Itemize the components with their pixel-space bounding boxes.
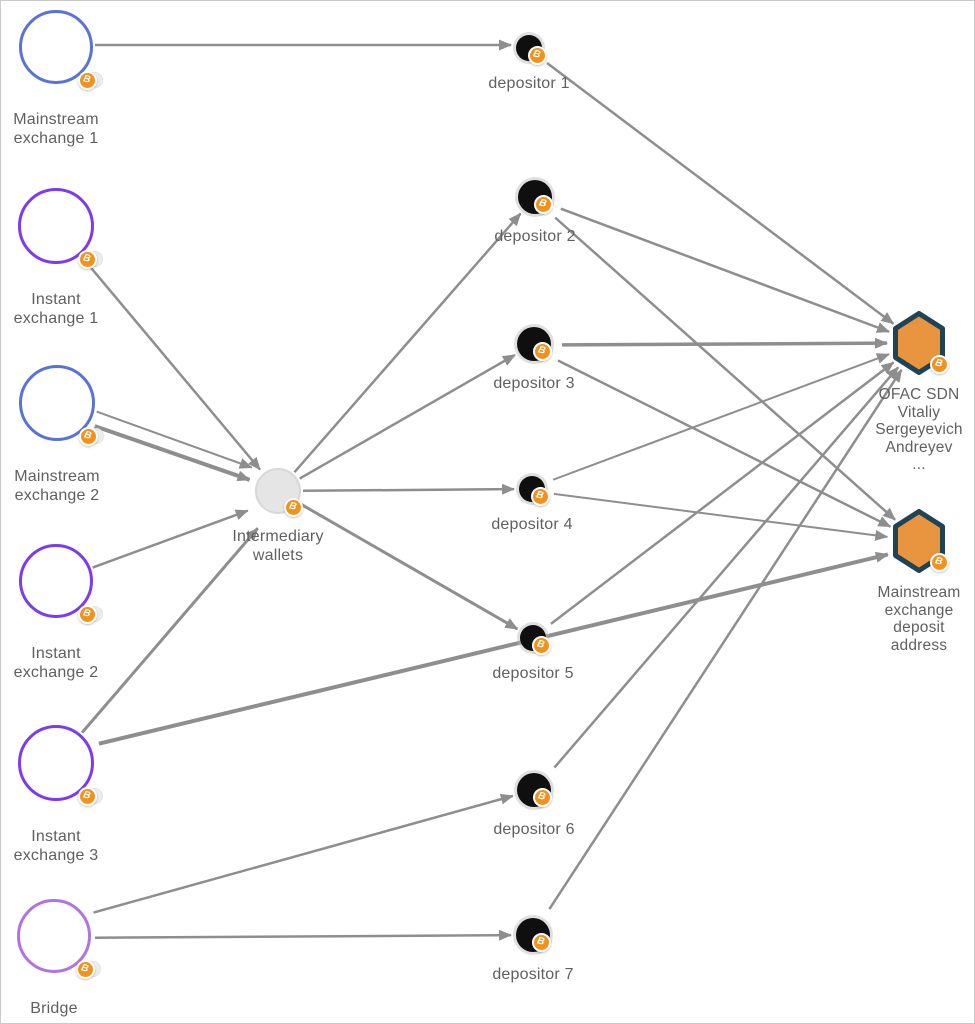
bitcoin-symbol: B (82, 252, 92, 265)
bitcoin-badge-icon: B (283, 497, 303, 517)
node-intermediary-wallets[interactable]: B (255, 468, 303, 517)
edge-mainstream-exchange-2--intermediary-wallets[interactable] (94, 424, 251, 482)
bitcoin-badge-icon: B (77, 249, 97, 269)
bitcoin-badge-icon: B (929, 552, 949, 572)
node-depositor-5[interactable]: B (520, 625, 551, 655)
edge-intermediary-wallets--depositor-5[interactable] (298, 502, 519, 631)
edge-intermediary-wallets--depositor-4[interactable] (302, 483, 516, 495)
edge-bridge--depositor-7[interactable] (94, 929, 513, 941)
node-mainstream-exchange-2[interactable]: B (19, 365, 104, 446)
node-depositor-6[interactable]: B (517, 773, 552, 807)
node-depositor-4[interactable]: B (519, 476, 550, 506)
bitcoin-badge-icon: B (77, 604, 97, 624)
edge-instant-exchange-1--intermediary-wallets[interactable] (80, 255, 261, 471)
node-instant-exchange-2[interactable]: B (19, 544, 103, 624)
bitcoin-badge-icon: B (77, 70, 97, 90)
edge-mainstream-exchange-2--intermediary-wallets[interactable] (96, 410, 253, 469)
bitcoin-symbol: B (536, 638, 546, 651)
edge-depositor-5--ofac-sdn-address[interactable] (550, 361, 895, 625)
edge-depositor-3--ofac-sdn-address[interactable] (561, 337, 889, 349)
edge-instant-exchange-2--intermediary-wallets[interactable] (92, 509, 249, 569)
edge-depositor-6--ofac-sdn-address[interactable] (553, 366, 900, 769)
node-ofac-sdn-address[interactable]: B (893, 311, 949, 375)
edge-depositor-1--ofac-sdn-address[interactable] (546, 62, 895, 325)
node-mainstream-exchange-deposit-address[interactable]: B (893, 509, 949, 573)
bitcoin-badge-icon: B (527, 45, 547, 65)
bitcoin-symbol: B (82, 789, 92, 802)
node-instant-exchange-3[interactable]: B (18, 725, 103, 806)
edge-depositor-2--mainstream-exchange-deposit-address[interactable] (554, 216, 896, 521)
bitcoin-badge-icon: B (531, 635, 551, 655)
node-mainstream-exchange-1[interactable]: B (19, 10, 103, 90)
node-instant-exchange-1[interactable]: B (18, 188, 103, 269)
edge-depositor-3--mainstream-exchange-deposit-address[interactable] (557, 359, 892, 528)
bitcoin-symbol: B (537, 790, 547, 803)
bitcoin-symbol: B (83, 429, 93, 442)
edge-intermediary-wallets--depositor-3[interactable] (299, 353, 516, 480)
bitcoin-badge-icon: B (78, 426, 98, 446)
hexagon-shape (893, 509, 945, 573)
bitcoin-badge-icon: B (75, 959, 95, 979)
bitcoin-symbol: B (536, 935, 546, 948)
bitcoin-symbol: B (80, 962, 90, 975)
bitcoin-symbol: B (934, 357, 944, 370)
edge-bridge--depositor-6[interactable] (93, 793, 514, 914)
bitcoin-badge-icon: B (532, 787, 552, 807)
edge-depositor-4--mainstream-exchange-deposit-address[interactable] (553, 492, 889, 541)
edge-depositor-4--ofac-sdn-address[interactable] (552, 353, 890, 481)
bitcoin-badge-icon: B (532, 341, 552, 361)
node-depositor-3[interactable]: B (517, 327, 552, 361)
node-depositor-7[interactable]: B (516, 918, 551, 952)
bitcoin-symbol: B (532, 48, 542, 61)
bitcoin-badge-icon: B (929, 354, 949, 374)
edge-intermediary-wallets--depositor-2[interactable] (293, 212, 522, 474)
bitcoin-badge-icon: B (533, 194, 553, 214)
node-depositor-2[interactable]: B (518, 180, 553, 214)
edge-depositor-2--ofac-sdn-address[interactable] (560, 207, 890, 333)
bitcoin-symbol: B (535, 489, 545, 502)
node-bridge[interactable]: B (17, 899, 101, 979)
bitcoin-badge-icon: B (531, 932, 551, 952)
edge-instant-exchange-3--intermediary-wallets[interactable] (80, 527, 259, 734)
bitcoin-symbol: B (537, 344, 547, 357)
edge-depositor-7--ofac-sdn-address[interactable] (548, 368, 903, 910)
hexagon-shape (893, 311, 945, 375)
bitcoin-badge-icon: B (77, 786, 97, 806)
bitcoin-symbol: B (288, 500, 298, 513)
node-depositor-1[interactable]: B (516, 35, 547, 65)
bitcoin-symbol: B (538, 197, 548, 210)
bitcoin-badge-icon: B (530, 486, 550, 506)
bitcoin-symbol: B (82, 607, 92, 620)
bitcoin-symbol: B (934, 555, 944, 568)
bitcoin-symbol: B (82, 73, 92, 86)
edge-instant-exchange-3--mainstream-exchange-deposit-address[interactable] (98, 551, 889, 746)
